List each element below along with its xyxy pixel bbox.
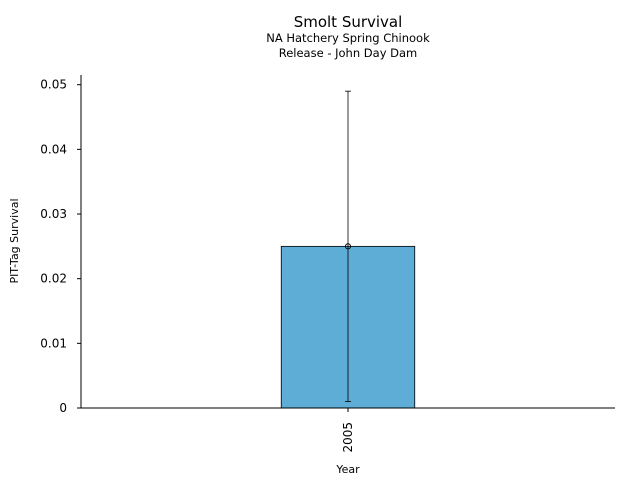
point-marker-2005 (344, 243, 352, 250)
y-tick-label-4: 0.04 (40, 142, 67, 156)
y-axis-label: PIT-Tag Survival (8, 198, 21, 283)
chart-subtitle-line-2: Release - John Day Dam (278, 46, 418, 60)
y-tick-label-2: 0.02 (40, 272, 67, 286)
y-tick-label-0: 0 (59, 401, 67, 415)
y-tick-label-5: 0.05 (40, 78, 67, 92)
chart-subtitle-line-1: NA Hatchery Spring Chinook (266, 31, 430, 45)
y-tick-label-1: 0.01 (40, 336, 67, 350)
chart-title: Smolt Survival (293, 13, 403, 31)
x-axis-label: Year (335, 463, 360, 476)
y-tick-label-3: 0.03 (40, 207, 67, 221)
x-tick-label-2005: 2005 (341, 422, 355, 453)
